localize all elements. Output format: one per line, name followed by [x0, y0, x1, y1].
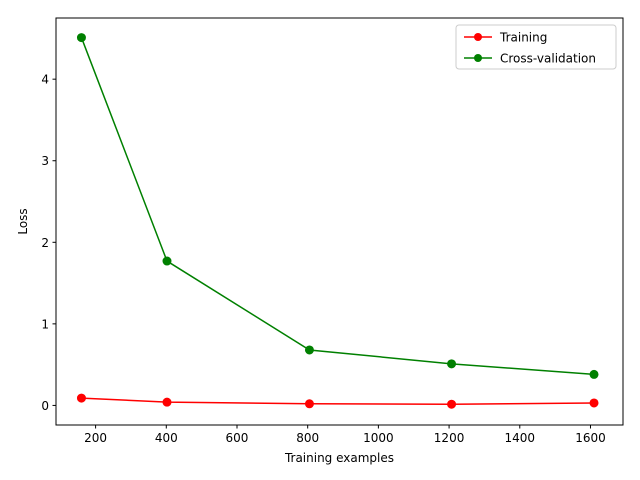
training-legend-label: Training	[499, 31, 547, 45]
x-tick-label: 1200	[434, 431, 465, 445]
legend: Training Cross-validation	[455, 24, 617, 70]
y-tick-label: 2	[41, 236, 49, 250]
y-tick-label: 3	[41, 154, 49, 168]
cross-validation-data-point	[76, 33, 86, 43]
training-data-point	[162, 397, 172, 407]
legend-box	[455, 24, 617, 70]
training-data-point	[589, 398, 599, 408]
cross-validation-data-point	[447, 359, 457, 369]
plot-area	[76, 33, 599, 409]
x-tick-label: 1600	[575, 431, 606, 445]
cross-validation-data-point	[162, 256, 172, 266]
cross-validation-legend-marker	[474, 54, 482, 62]
x-tick-label: 800	[296, 431, 319, 445]
x-tick-label: 1000	[363, 431, 394, 445]
x-tick-label: 600	[226, 431, 249, 445]
cross-validation-data-point	[589, 369, 599, 379]
x-axis-label: Training examples	[284, 451, 394, 465]
training-legend-marker	[474, 33, 482, 41]
training-data-point	[447, 399, 457, 409]
y-tick-label: 1	[41, 317, 49, 331]
axes-frame	[55, 17, 624, 426]
y-tick-label: 0	[41, 399, 49, 413]
x-tick-label: 1400	[505, 431, 536, 445]
cross-validation-legend-label: Cross-validation	[500, 52, 596, 66]
training-series-line	[81, 397, 595, 405]
y-axis-label: Loss	[16, 208, 30, 234]
y-axis: 0 1 2 3 4	[41, 73, 56, 413]
x-tick-label: 200	[84, 431, 107, 445]
y-tick-label: 4	[41, 73, 49, 87]
training-data-point	[304, 399, 314, 409]
cross-validation-data-point	[304, 345, 314, 355]
x-axis: 200 400 600 800 1000 1200 1400 1600	[84, 425, 606, 445]
cross-validation-series-line	[80, 37, 595, 376]
x-tick-label: 400	[155, 431, 178, 445]
training-data-point	[76, 393, 86, 403]
